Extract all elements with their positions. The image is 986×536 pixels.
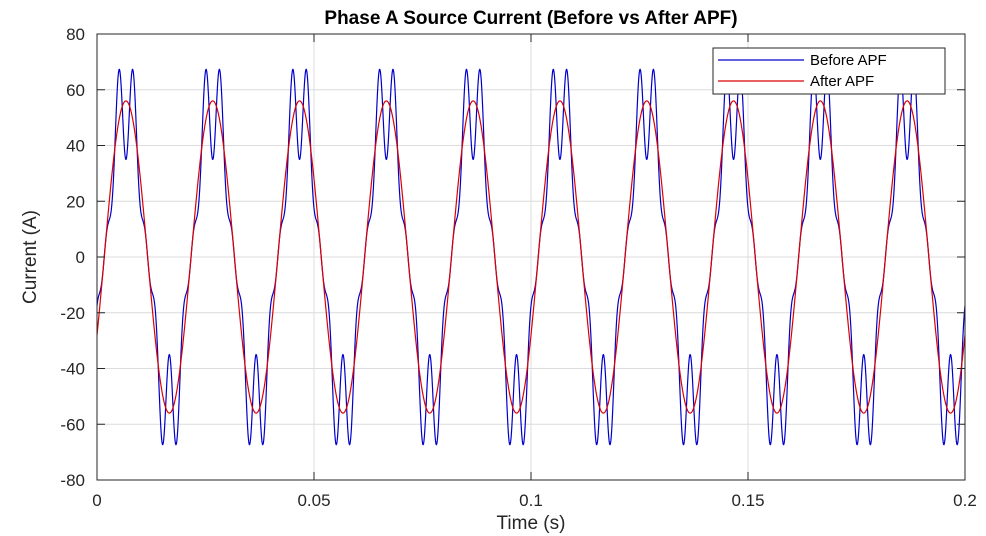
y-tick-label: -80 xyxy=(60,471,85,490)
series-line-before-apf xyxy=(97,68,965,446)
x-tick-label: 0.1 xyxy=(519,491,543,510)
legend: Before APF After APF xyxy=(712,47,946,95)
x-axis-label: Time (s) xyxy=(497,513,566,534)
chart-title: Phase A Source Current (Before vs After … xyxy=(324,8,737,29)
y-tick-label: 80 xyxy=(66,25,85,44)
y-tick-label: 60 xyxy=(66,81,85,100)
y-tick-label: 0 xyxy=(76,248,85,267)
x-tick-label: 0 xyxy=(92,491,101,510)
y-tick-label: -60 xyxy=(60,415,85,434)
y-axis-label: Current (A) xyxy=(20,210,41,304)
y-tick-label: 20 xyxy=(66,192,85,211)
x-tick-label: 0.15 xyxy=(731,491,764,510)
legend-box xyxy=(712,47,946,95)
legend-label-before-apf: Before APF xyxy=(810,52,887,69)
series-line-after-apf xyxy=(97,100,965,414)
x-tick-label: 0.2 xyxy=(953,491,977,510)
y-tick-label: -40 xyxy=(60,360,85,379)
y-tick-label: 40 xyxy=(66,137,85,156)
legend-label-after-apf: After APF xyxy=(810,73,874,90)
axis-ticks xyxy=(96,33,966,481)
x-tick-label: 0.05 xyxy=(297,491,330,510)
y-tick-label: -20 xyxy=(60,304,85,323)
